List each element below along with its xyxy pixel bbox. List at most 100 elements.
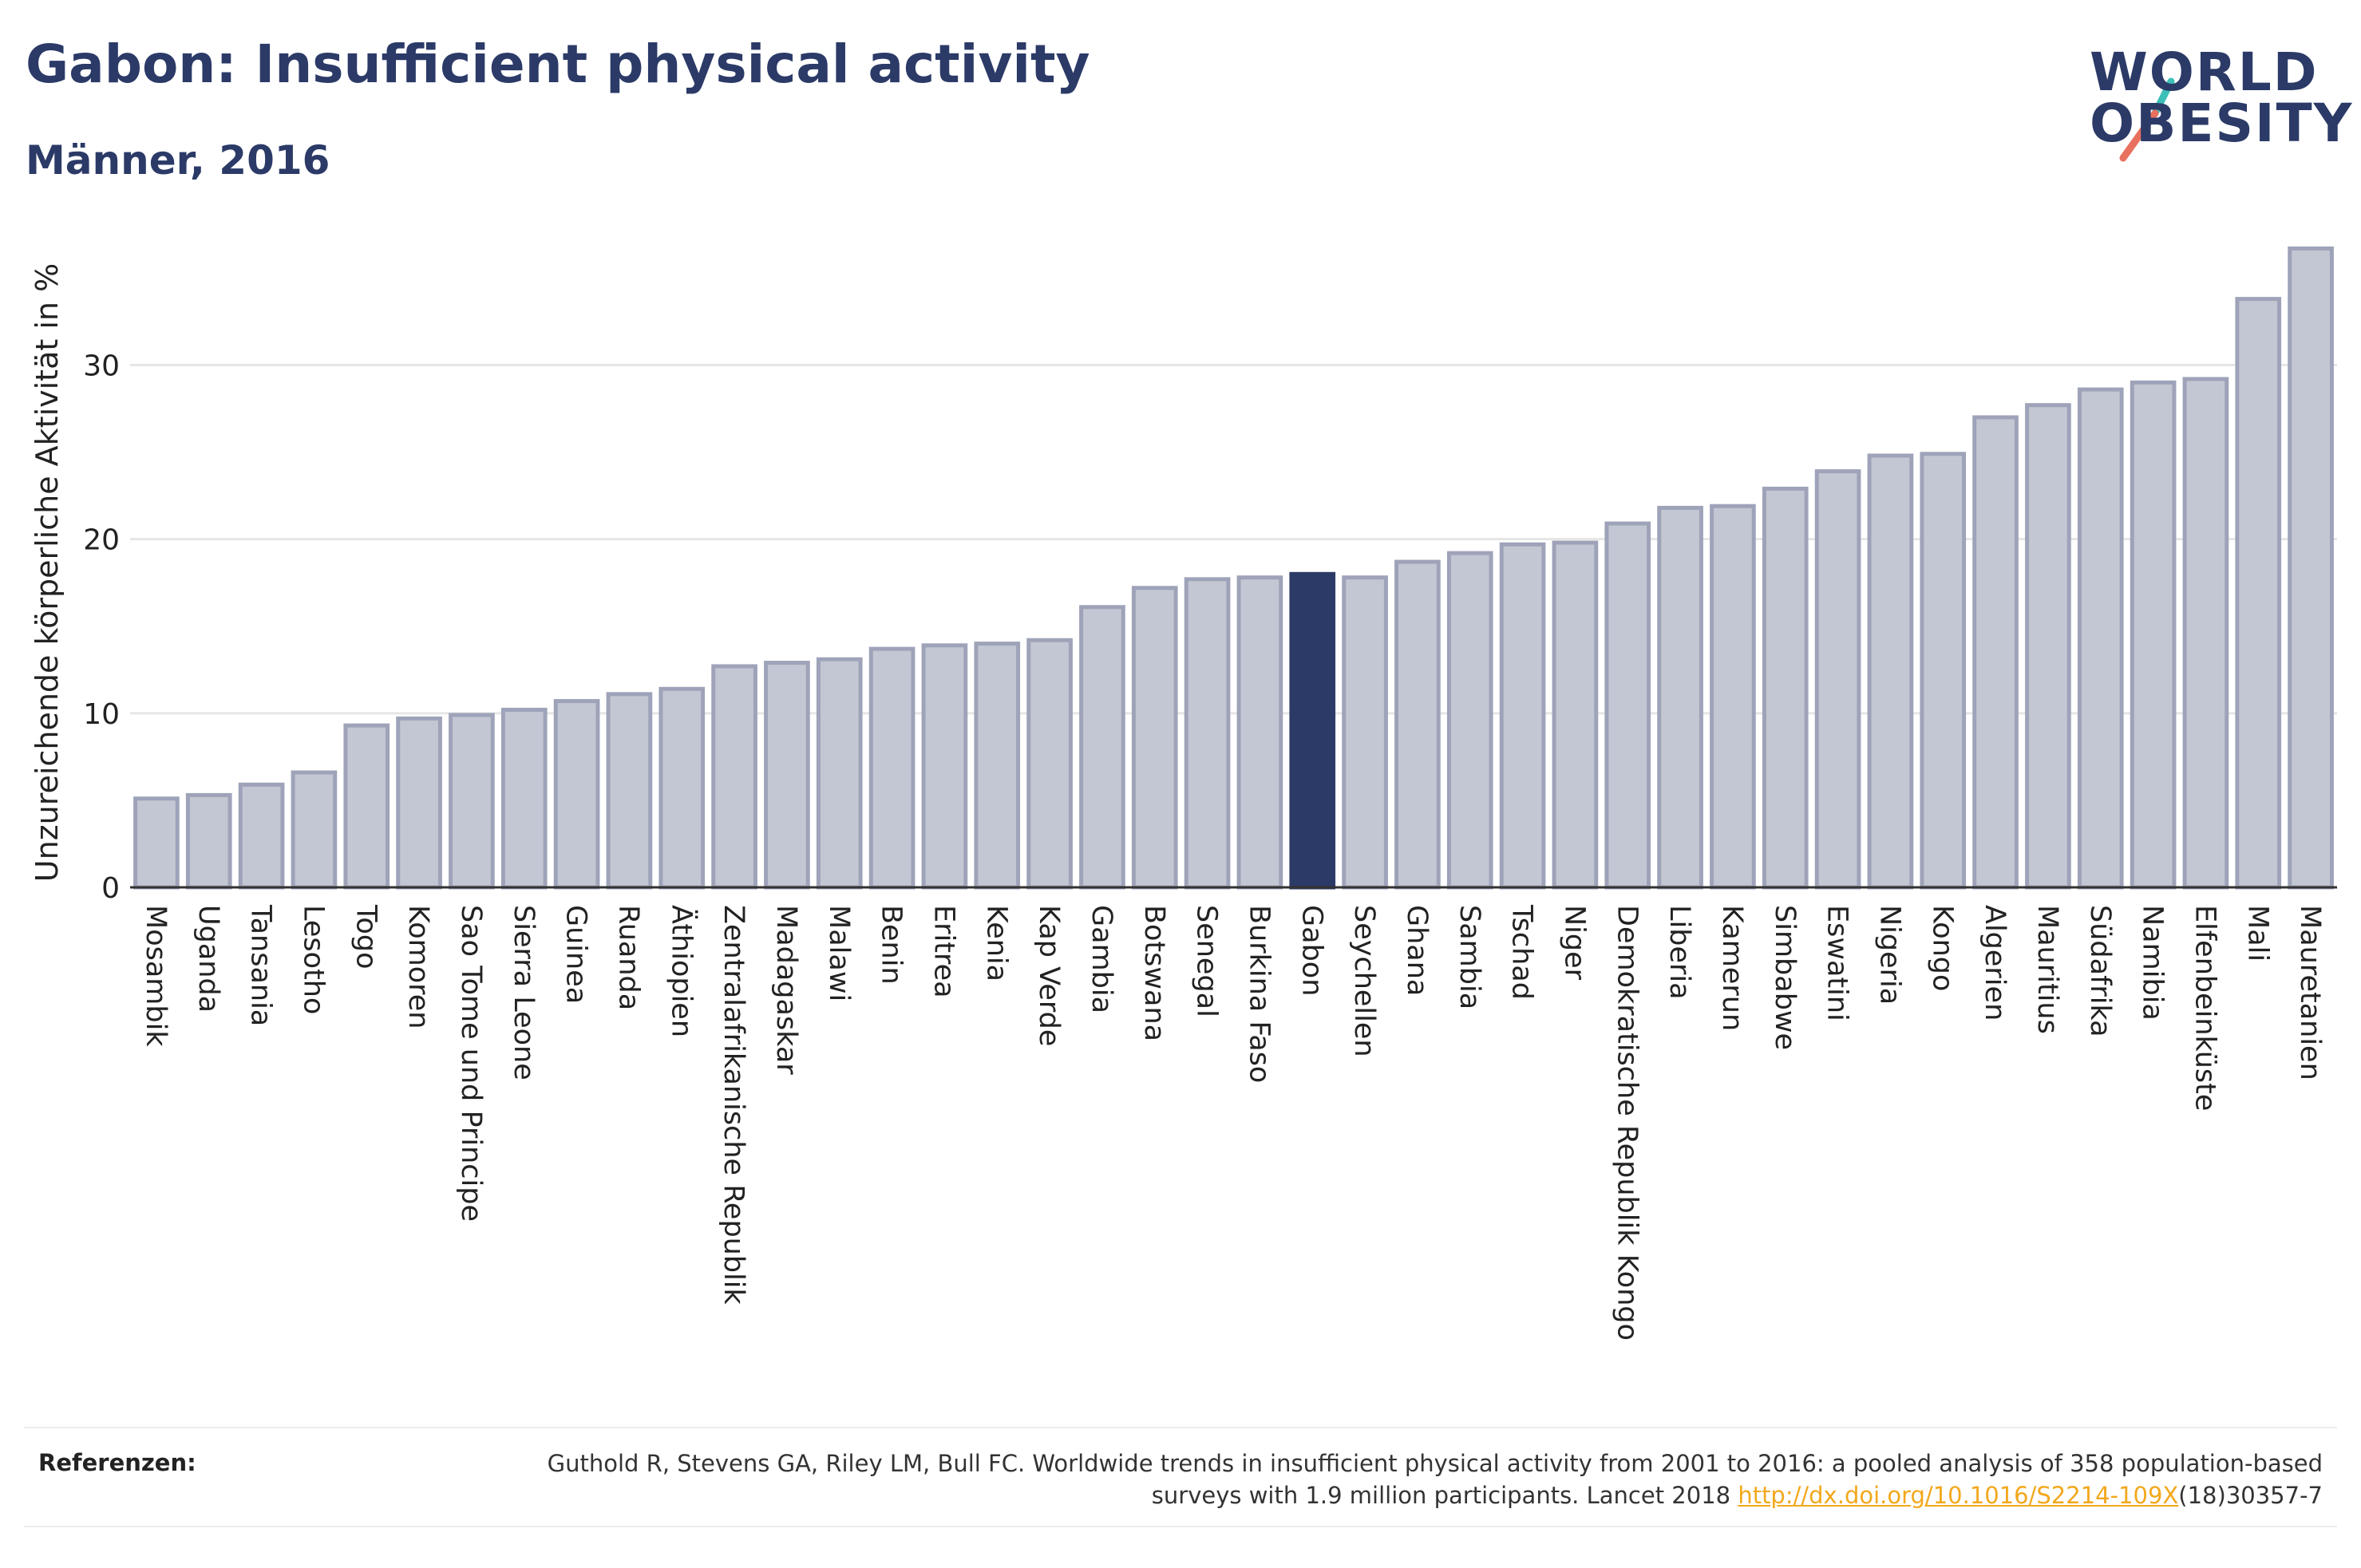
x-tick-label: Guinea [560, 905, 592, 1004]
bar-highlight [1289, 571, 1336, 890]
x-tick-label: Kenia [980, 905, 1012, 981]
x-tick-label: Komoren [402, 905, 434, 1029]
x-tick-label: Uganda [192, 905, 224, 1013]
bar [133, 796, 180, 890]
x-tick-label: Sambia [1453, 905, 1485, 1009]
x-tick-label: Südafrika [2084, 905, 2116, 1037]
y-tick-label: 0 [101, 872, 120, 905]
bar [343, 723, 390, 890]
bar [1657, 505, 1703, 890]
x-tick-label: Ghana [1401, 905, 1433, 996]
reference-citation-suffix: (18)30357-7 [2178, 1482, 2323, 1509]
x-tick-label: Kamerun [1716, 905, 1748, 1031]
bar [1342, 575, 1388, 890]
x-tick-label: Seychellen [1348, 905, 1380, 1057]
x-tick-label: Mali [2241, 905, 2273, 962]
x-tick-label: Senegal [1191, 905, 1223, 1017]
bar [658, 686, 706, 890]
bar [2077, 387, 2124, 890]
x-tick-label: Togo [350, 904, 382, 969]
x-tick-label: Namibia [2137, 905, 2169, 1021]
logo-slash-icon [2119, 77, 2175, 162]
y-tick-label: 30 [83, 350, 120, 383]
bar [185, 792, 232, 890]
x-tick-label: Äthiopien [665, 905, 698, 1037]
bar [2288, 246, 2334, 890]
x-tick-label: Madagaskar [770, 905, 802, 1075]
x-tick-label: Mosambik [140, 905, 172, 1047]
x-tick-label: Simbabwe [1769, 905, 1801, 1050]
logo-word-obesity: OBESITY [2090, 93, 2354, 154]
bar [2182, 377, 2229, 890]
x-tick-label: Liberia [1663, 905, 1695, 1000]
x-tick-label: Ruanda [612, 905, 644, 1010]
bar [1867, 453, 1914, 890]
bar [1604, 521, 1651, 890]
x-tick-label: Benin [876, 905, 908, 985]
x-tick-label: Elfenbeinküste [2189, 905, 2221, 1111]
bar [1920, 452, 1967, 890]
x-tick-label: Gambia [1086, 905, 1117, 1013]
reference-citation: Guthold R, Stevens GA, Riley LM, Bull FC… [547, 1450, 2323, 1509]
bar-chart: 0 10 20 30 Unzureichende körperliche Aktivit… [30, 246, 2337, 1341]
x-tick-label: Nigeria [1873, 905, 1905, 1005]
bar [1710, 504, 1756, 890]
bar [1499, 542, 1546, 890]
bar [1762, 486, 1809, 890]
x-tick-label: Malawi [823, 905, 855, 1001]
bar [816, 657, 863, 890]
bar [1814, 469, 1861, 890]
x-tick-label: Algerien [1979, 905, 2011, 1021]
x-tick-label: Botswana [1138, 905, 1170, 1041]
x-tick-label: Eswatini [1821, 905, 1853, 1021]
bar [1079, 605, 1125, 890]
bar [553, 699, 600, 890]
world-obesity-logo[interactable]: WORLD OBESITY [2075, 32, 2351, 176]
bar [291, 770, 338, 890]
x-tick-label: Sierra Leone [508, 905, 540, 1080]
chart-subtitle: Männer, 2016 [26, 137, 330, 184]
bar [238, 782, 285, 890]
x-tick-label: Niger [1558, 905, 1590, 981]
x-tick-label: Burkina Faso [1243, 905, 1275, 1083]
reference-doi-link[interactable]: http://dx.doi.org/10.1016/S2214-109X [1738, 1482, 2179, 1509]
bar [1026, 638, 1073, 890]
x-tick-label: Gabon [1295, 905, 1327, 996]
x-tick-label: Eritrea [927, 905, 959, 998]
bar [1236, 575, 1283, 890]
references-section: Referenzen: Guthold R, Stevens GA, Riley… [24, 1427, 2337, 1527]
y-axis-title: Unzureichende körperliche Aktivität in % [30, 263, 65, 882]
y-tick-label: 10 [83, 698, 120, 731]
bar [2235, 297, 2282, 890]
bar [1972, 415, 2019, 890]
bar [711, 664, 757, 890]
bar [1131, 586, 1178, 890]
bar [2130, 380, 2177, 890]
bar [1552, 540, 1599, 890]
bar [449, 713, 495, 890]
x-tick-label: Tansania [245, 904, 277, 1026]
x-tick-label: Mauritius [2031, 905, 2063, 1034]
bar [500, 707, 548, 890]
x-tick-label: Kap Verde [1033, 905, 1065, 1046]
bar [396, 716, 442, 890]
references-label: Referenzen: [38, 1449, 196, 1476]
bar [974, 642, 1021, 890]
chart-title: Gabon: Insufficient physical activity [26, 34, 1090, 95]
bar [868, 646, 916, 890]
logo-word-world: WORLD [2090, 41, 2319, 103]
x-tick-label: Demokratische Republik Kongo [1611, 905, 1643, 1341]
x-tick-label: Mauretanien [2294, 905, 2326, 1080]
x-tick-label: Kongo [1926, 905, 1958, 991]
y-tick-label: 20 [83, 524, 120, 557]
bar [1446, 551, 1493, 890]
x-tick-label: Lesotho [297, 905, 329, 1014]
x-tick-label: Tschad [1506, 904, 1538, 1000]
bar [1394, 559, 1441, 890]
bar [1184, 577, 1231, 890]
bar [606, 692, 653, 890]
bar [921, 643, 968, 890]
x-tick-label: Sao Tome und Principe [455, 905, 487, 1222]
bar [764, 661, 810, 890]
bar [2025, 403, 2071, 890]
